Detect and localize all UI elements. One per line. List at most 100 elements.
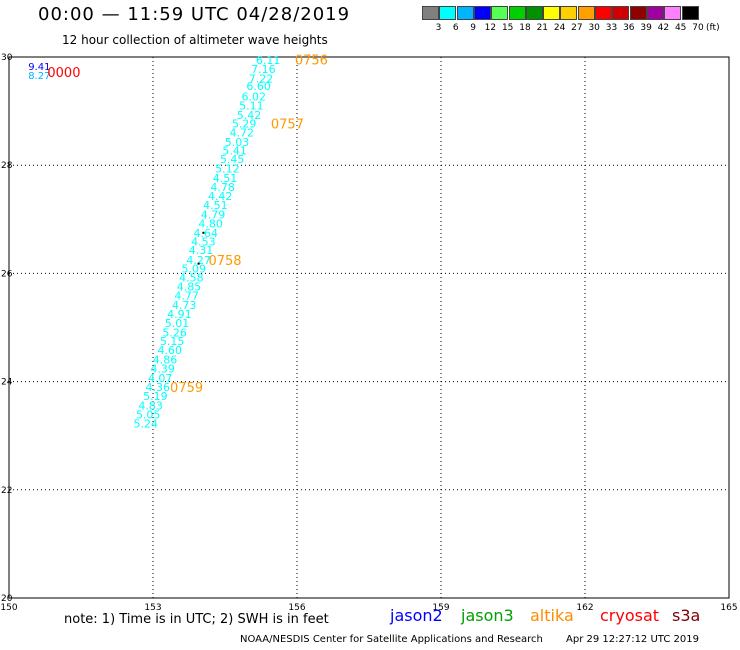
color-swatch [439, 6, 457, 20]
data-point-label: 4.91 [167, 308, 192, 321]
color-swatch-label: 12 [484, 23, 497, 33]
data-point-label: 5.26 [162, 326, 187, 339]
data-point-label: 4.77 [174, 290, 199, 303]
y-tick-label: 22 [1, 486, 12, 496]
time-label: 0758 [208, 254, 241, 269]
data-point-label: 4.51 [203, 199, 228, 212]
x-tick-label: 162 [576, 603, 593, 613]
data-point-label: 4.80 [198, 218, 223, 231]
color-swatch-label: 45 [674, 23, 687, 33]
color-swatch-label: 33 [605, 23, 618, 33]
data-point-label: 7.16 [251, 63, 276, 76]
data-point-label: 4.39 [150, 363, 175, 376]
data-point-label: 5.29 [232, 118, 257, 131]
data-point-label: 5.24 [134, 417, 159, 430]
color-scale-unit: (ft) [706, 23, 720, 33]
data-point-label: 4.51 [213, 172, 238, 185]
color-swatch-label: 70 [692, 23, 704, 33]
data-point-label: 4.42 [208, 190, 233, 203]
data-point-label: 5.01 [165, 317, 190, 330]
time-label: 0000 [47, 66, 80, 81]
page-subtitle: 12 hour collection of altimeter wave hei… [62, 33, 328, 47]
data-point-label: 7.22 [249, 73, 274, 86]
legend-s3a: s3a [672, 606, 701, 625]
color-swatch [560, 6, 578, 20]
color-swatch [646, 6, 664, 20]
y-tick-label: 30 [1, 53, 13, 63]
data-point-label: 4.73 [172, 299, 197, 312]
color-swatch-label: 30 [588, 23, 600, 33]
data-point-label: 4.85 [177, 280, 202, 293]
data-point-label: 6.60 [246, 80, 271, 93]
color-swatch [629, 6, 647, 20]
data-point-label: 5.15 [160, 335, 185, 348]
footer-note: note: 1) Time is in UTC; 2) SWH is in fe… [64, 612, 329, 627]
y-tick-label: 24 [1, 378, 13, 388]
data-point-label: 6.02 [242, 90, 267, 103]
x-tick-label: 150 [0, 603, 17, 613]
color-swatch [595, 6, 612, 20]
color-swatch [543, 6, 561, 20]
color-swatch-label: 39 [640, 23, 652, 33]
data-point-label: 4.86 [153, 353, 178, 366]
legend-cryosat: cryosat [600, 606, 660, 625]
color-swatch [491, 6, 509, 20]
data-point-label: 5.11 [239, 100, 264, 113]
legend-jason3: jason3 [461, 606, 514, 625]
color-swatch-label: 18 [519, 23, 531, 33]
color-swatch-label: 27 [571, 23, 583, 33]
color-swatch [577, 6, 595, 20]
color-swatch [456, 6, 474, 20]
data-point-label: 5.19 [143, 390, 168, 403]
color-swatch-label: 36 [623, 23, 635, 33]
data-point-label: 4.31 [189, 244, 214, 257]
data-point-label: 4.72 [230, 127, 255, 140]
color-swatch [508, 6, 526, 20]
data-point-label: 4.60 [158, 344, 183, 357]
x-tick-label: 156 [288, 603, 305, 613]
track-marker [197, 262, 200, 265]
data-point-label: 5.12 [215, 162, 240, 175]
color-swatch [473, 6, 491, 20]
color-swatch [681, 6, 699, 20]
generated-timestamp: Apr 29 12:27:12 UTC 2019 [566, 634, 699, 645]
data-point-label: 5.41 [222, 145, 247, 158]
data-point-label: 4.27 [186, 254, 211, 267]
time-label: 0759 [170, 381, 203, 396]
color-swatch [525, 6, 543, 20]
data-point-label: 5.45 [220, 153, 245, 166]
data-point-label: 4.78 [210, 181, 235, 194]
color-swatch-label: 9 [470, 23, 476, 33]
x-tick-label: 153 [144, 603, 161, 613]
data-point-label: 4.64 [194, 227, 219, 240]
color-swatch-label: 3 [435, 23, 442, 33]
time-label: 0757 [271, 118, 304, 133]
data-point-label: 4.83 [138, 399, 163, 412]
data-point-label: 5.05 [136, 409, 161, 422]
data-point-label: 4.36 [146, 381, 171, 394]
color-swatch-label: 21 [536, 23, 549, 33]
data-point-label: 5.09 [182, 263, 207, 276]
y-tick-label: 20 [1, 594, 13, 604]
color-swatch [664, 6, 682, 20]
track-marker [202, 231, 205, 234]
data-point-label: 4.53 [191, 235, 216, 248]
data-point-label: 4.07 [148, 372, 173, 385]
x-tick-label: 165 [720, 603, 737, 613]
color-swatch-label: 24 [553, 23, 566, 33]
color-swatch-label: 15 [501, 23, 514, 33]
data-point-label: 5.03 [225, 136, 250, 149]
y-tick-label: 26 [1, 269, 13, 279]
time-label: 0756 [295, 54, 328, 69]
data-point-label: 5.42 [237, 109, 262, 122]
color-swatch-label: 6 [452, 23, 459, 33]
color-swatch [422, 6, 439, 20]
data-point-label: 6.11 [256, 54, 281, 67]
color-swatch-label: 42 [657, 23, 670, 33]
color-swatch [612, 6, 630, 20]
credit-line: NOAA/NESDIS Center for Satellite Applica… [240, 634, 543, 645]
data-point-label: 4.58 [179, 272, 204, 285]
y-tick-label: 28 [1, 161, 13, 171]
page-title: 00:00 — 11:59 UTC 04/28/2019 [38, 4, 351, 25]
